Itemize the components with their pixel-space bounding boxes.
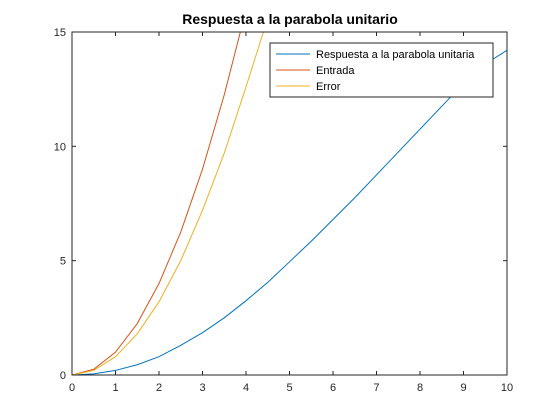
series-line-3 bbox=[72, 32, 264, 375]
x-tick-label: 10 bbox=[501, 382, 513, 394]
legend-label-1: Respuesta a la parabola unitaria bbox=[316, 49, 475, 61]
x-tick-label: 1 bbox=[112, 382, 118, 394]
y-axis-ticks: 0 5 10 15 bbox=[54, 27, 507, 382]
series-layer bbox=[72, 32, 507, 375]
legend-label-2: Entrada bbox=[316, 65, 355, 77]
series-line-1 bbox=[72, 49, 507, 375]
x-tick-label: 7 bbox=[373, 382, 379, 394]
x-axis-ticks: 0 1 2 3 4 5 6 7 8 9 10 bbox=[69, 32, 513, 394]
x-tick-label: 0 bbox=[69, 382, 75, 394]
chart-title: Respuesta a la parabola unitario bbox=[182, 11, 398, 27]
x-tick-label: 3 bbox=[199, 382, 205, 394]
y-tick-label: 5 bbox=[60, 256, 66, 268]
y-tick-label: 10 bbox=[54, 141, 66, 153]
legend: Respuesta a la parabola unitaria Entrada E… bbox=[269, 42, 494, 98]
y-tick-label: 0 bbox=[60, 370, 66, 382]
series-line-2 bbox=[72, 32, 241, 375]
y-tick-label: 15 bbox=[54, 27, 66, 39]
x-tick-label: 8 bbox=[417, 382, 423, 394]
x-tick-label: 5 bbox=[286, 382, 292, 394]
x-tick-label: 4 bbox=[243, 382, 249, 394]
legend-label-3: Error bbox=[316, 81, 341, 93]
x-tick-label: 6 bbox=[330, 382, 336, 394]
x-tick-label: 9 bbox=[460, 382, 466, 394]
x-tick-label: 2 bbox=[156, 382, 162, 394]
